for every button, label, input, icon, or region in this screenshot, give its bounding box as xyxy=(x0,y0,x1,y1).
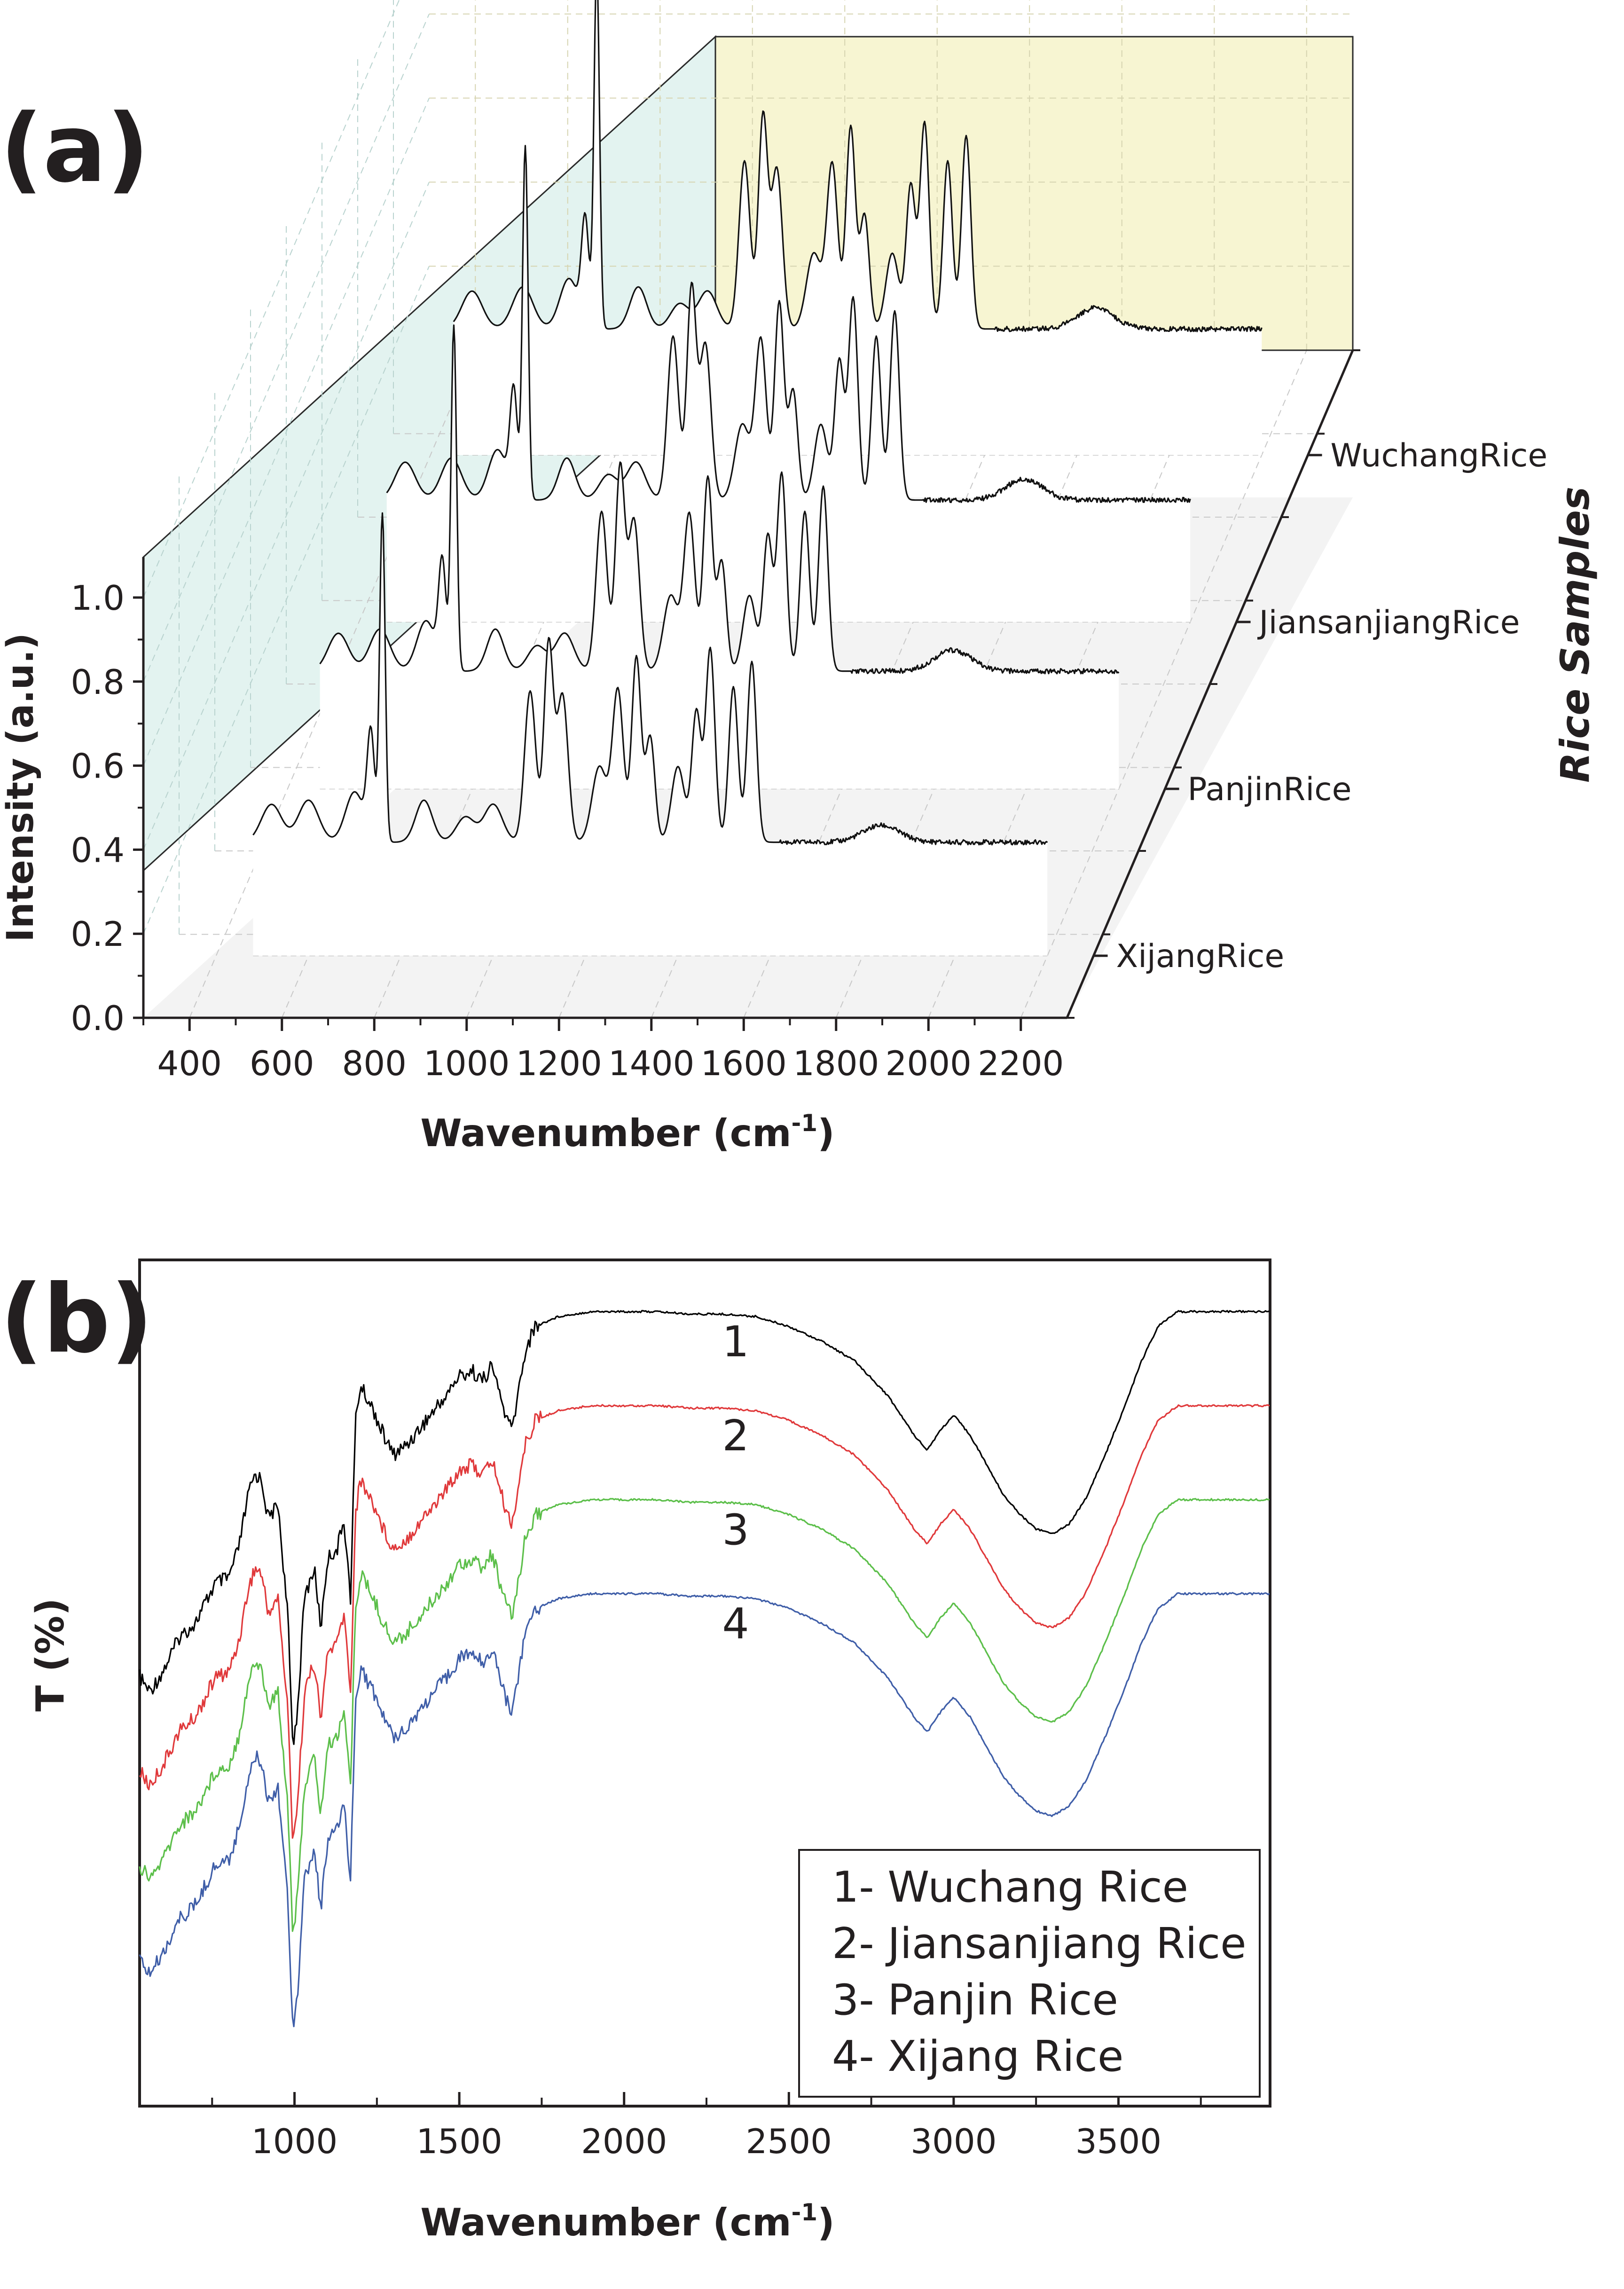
x-axis-label-sup: -1 xyxy=(792,2199,818,2226)
x-tick-label: 600 xyxy=(250,1044,314,1083)
spectrum-fill-PanjinRice xyxy=(320,325,1119,789)
curve-label-2: 2 xyxy=(722,1411,749,1461)
panel-b-ftir: 1000 1500 2000 2500 3000 3500 1 2 3 4 1- Wuchang… xyxy=(0,1259,1271,2244)
x-axis-label: Wavenumber (cm-1) xyxy=(420,2199,834,2244)
spectrum-WuchangRice xyxy=(453,0,1263,332)
legend-item: 2- Jiansanjiang Rice xyxy=(832,1919,1247,1968)
y-ticks: 0.0 0.2 0.4 0.6 0.8 1.0 xyxy=(71,578,143,1038)
ftir-spectrum-4 xyxy=(139,1592,1270,2028)
x-tick-label: 1400 xyxy=(608,1044,694,1083)
side-wall-grid-line xyxy=(143,14,430,682)
spectrum-fill-XijangRice xyxy=(253,513,1048,956)
z-tick-label: PanjinRice xyxy=(1188,771,1352,808)
x-axis-label-text: Wavenumber (cm xyxy=(420,1111,791,1155)
curve-label-4: 4 xyxy=(722,1599,749,1649)
spectrum-fill-JiansanjiangRice xyxy=(386,145,1191,622)
x-tick-label: 400 xyxy=(157,1044,222,1083)
z-tick-label: XijangRice xyxy=(1116,938,1285,975)
x-tick-label: 2500 xyxy=(746,2122,832,2161)
panel-label-a: (a) xyxy=(0,94,149,204)
ftir-series xyxy=(139,1310,1270,2028)
x-tick-label: 2200 xyxy=(978,1044,1064,1083)
ftir-spectrum-3 xyxy=(139,1498,1270,1932)
x-axis-label-close: ) xyxy=(817,1111,835,1155)
x-axis-label-close: ) xyxy=(817,2201,835,2244)
z-axis-label: Rice Samples xyxy=(1552,487,1598,783)
x-tick-label: 2000 xyxy=(581,2122,667,2161)
x-axis-label-sup: -1 xyxy=(792,1109,818,1137)
spectrum-PanjinRice xyxy=(319,324,1120,675)
z-ticks: XijangRice PanjinRice JiansanjiangRice Wuch… xyxy=(1067,349,1548,1019)
spectra-series xyxy=(252,0,1263,956)
curve-label-3: 3 xyxy=(722,1505,749,1555)
x-tick-label: 1800 xyxy=(793,1044,879,1083)
x-axis-label-text: Wavenumber (cm xyxy=(420,2201,791,2244)
y-tick-label: 0.2 xyxy=(71,914,125,954)
y-axis-label: T (%) xyxy=(28,1598,73,1712)
legend-item: 3- Panjin Rice xyxy=(832,1975,1118,2025)
y-tick-label: 0.4 xyxy=(71,830,125,870)
x-tick-label: 3500 xyxy=(1075,2122,1161,2161)
ftir-spectrum-2 xyxy=(139,1404,1270,1839)
panel-label-b: (b) xyxy=(0,1265,153,1374)
x-tick-label: 1500 xyxy=(416,2122,502,2161)
plot-frame xyxy=(138,1259,1271,2108)
legend-item: 1- Wuchang Rice xyxy=(832,1863,1188,1912)
x-tick-label: 1000 xyxy=(251,2122,337,2161)
legend-box xyxy=(798,1849,1261,2098)
y-tick-label: 0.0 xyxy=(71,999,125,1038)
y-tick-label: 0.6 xyxy=(71,747,125,786)
z-tick-label: JiansanjiangRice xyxy=(1257,604,1520,641)
spectrum-XijangRice xyxy=(252,512,1048,846)
x-tick-label: 1000 xyxy=(424,1044,510,1083)
legend-item: 4- Xijang Rice xyxy=(832,2032,1123,2081)
curve-label-1: 1 xyxy=(722,1317,749,1367)
z-tick-label: WuchangRice xyxy=(1331,437,1548,474)
y-tick-label: 1.0 xyxy=(71,578,125,618)
ftir-spectrum-1 xyxy=(139,1310,1270,1745)
x-tick-label: 2000 xyxy=(886,1044,972,1083)
x-tick-label: 3000 xyxy=(910,2122,996,2161)
x-axis-label: Wavenumber (cm-1) xyxy=(420,1109,834,1155)
x-tick-label: 1200 xyxy=(516,1044,602,1083)
x-tick-label: 1600 xyxy=(701,1044,787,1083)
spectrum-JiansanjiangRice xyxy=(386,145,1191,503)
panel-a-3d-spectra: 0.0 0.2 0.4 0.6 0.8 1.0 400 600 800 1000 1200 1400… xyxy=(0,0,1598,1155)
side-wall-grid-line xyxy=(143,182,430,850)
x-tick-label: 800 xyxy=(342,1044,407,1083)
x-ticks: 1000 1500 2000 2500 3000 3500 xyxy=(211,2092,1202,2161)
floor-grid-line xyxy=(1020,350,1307,1018)
y-axis-label: Intensity (a.u.) xyxy=(0,633,42,942)
x-ticks: 400 600 800 1000 1200 1400 1600 1800 2000 2200 xyxy=(142,1018,1064,1083)
y-tick-label: 0.8 xyxy=(71,662,125,702)
curve-number-labels: 1 2 3 4 xyxy=(722,1317,749,1649)
legend: 1- Wuchang Rice 2- Jiansanjiang Rice 3- … xyxy=(798,1849,1261,2098)
